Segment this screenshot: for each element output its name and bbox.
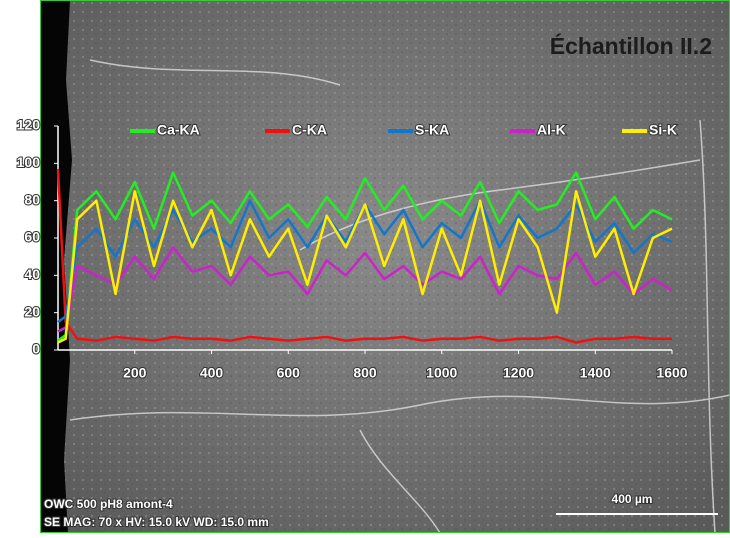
instrument-label: SE MAG: 70 x HV: 15.0 kV WD: 15.0 mm [44,515,269,529]
legend-label: C-KA [292,122,327,138]
y-tick-label: 0 [32,341,40,357]
legend-label: Si-K [649,122,677,138]
x-tick-label: 200 [123,365,147,381]
sample-label: OWC 500 pH8 amont-4 [44,497,173,511]
scale-bar-label: 400 µm [612,492,653,506]
legend-label: Al-K [537,122,566,138]
series-line [56,168,672,344]
x-tick-label: 600 [277,365,301,381]
x-tick-label: 1000 [426,365,457,381]
legend-label: S-KA [415,122,449,138]
x-tick-label: 1600 [656,365,687,381]
y-tick-label: 120 [17,117,41,133]
y-tick-label: 100 [17,154,41,170]
x-tick-label: 1400 [580,365,611,381]
x-tick-label: 800 [353,365,377,381]
y-tick-label: 40 [24,266,40,282]
series-line [57,190,673,344]
cracks [69,59,730,534]
y-tick-label: 20 [24,303,40,319]
legend-label: Ca-KA [157,122,200,138]
sample-edge [40,0,72,533]
x-tick-label: 400 [200,365,224,381]
x-tick-label: 1200 [503,365,534,381]
series-line [57,171,673,342]
chart-title: Échantillon II.2 [550,32,712,59]
y-tick-label: 60 [24,229,40,245]
series-line [57,246,673,333]
y-tick-label: 80 [24,191,40,207]
